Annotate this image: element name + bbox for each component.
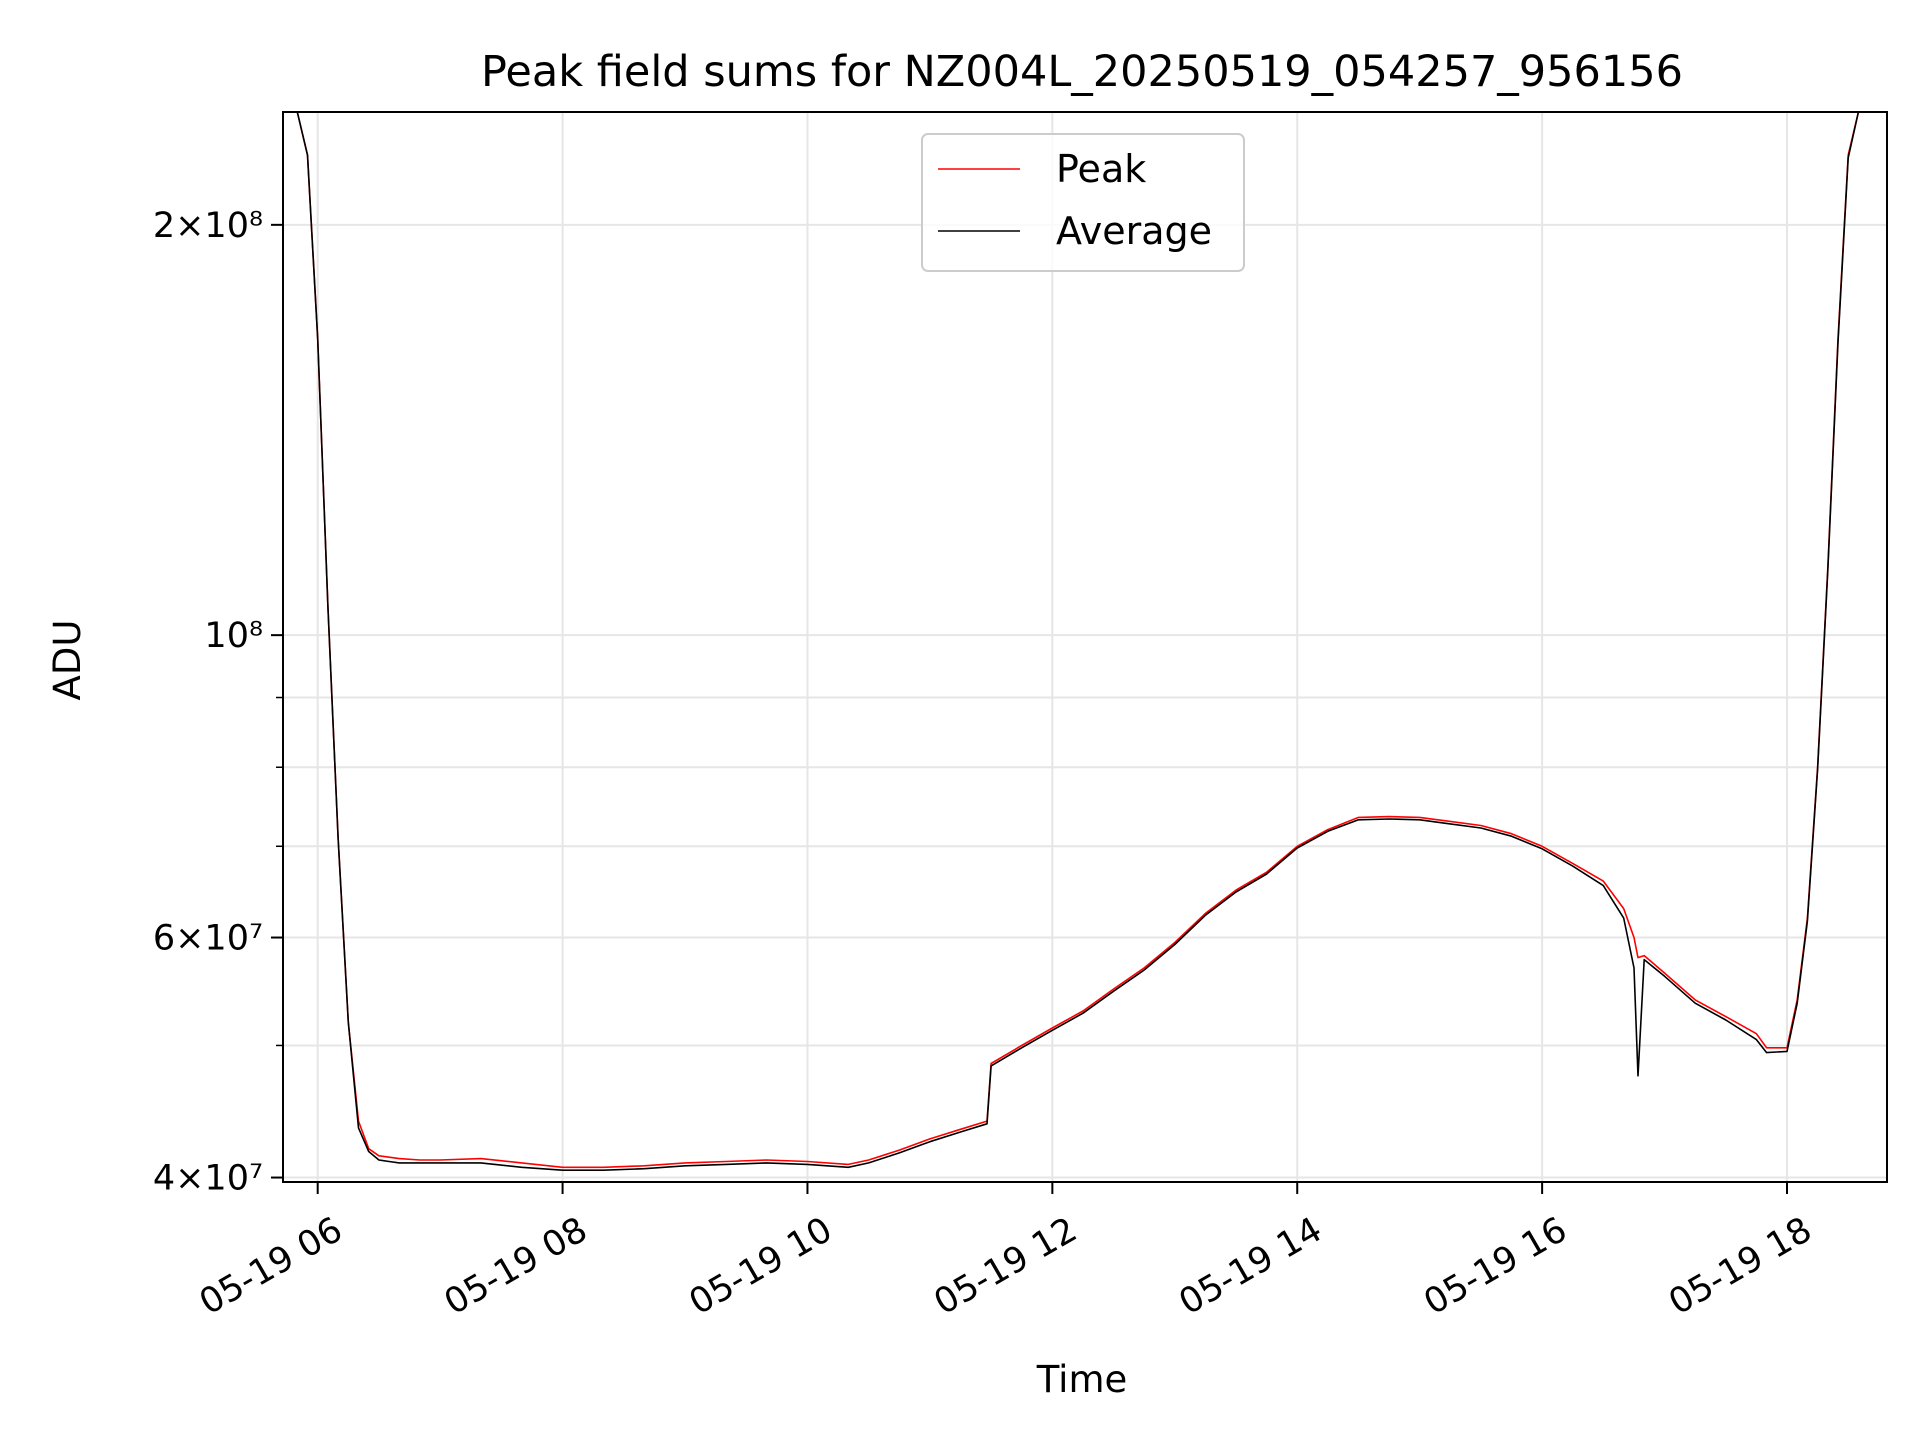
grid <box>283 112 1887 1182</box>
series-line-peak <box>287 111 1860 1169</box>
series-layer <box>287 111 1860 1171</box>
x-tick-label: 05-19 14 <box>1173 1210 1329 1323</box>
series-line-average <box>287 111 1860 1171</box>
x-tick-label: 05-19 16 <box>1417 1210 1573 1323</box>
legend-label-average: Average <box>1056 209 1212 253</box>
x-axis-label: Time <box>1036 1358 1128 1401</box>
y-tick-label: 6×10⁷ <box>153 919 263 959</box>
x-axis-ticks: 05-19 06 05-19 08 05-19 10 05-19 12 05-19 14… <box>193 1182 1819 1323</box>
x-tick-label: 05-19 12 <box>928 1210 1084 1323</box>
x-tick-label: 05-19 08 <box>438 1210 594 1323</box>
y-axis-ticks: 4×10⁷ 6×10⁷ 10⁸ 2×10⁸ <box>153 206 283 1199</box>
y-tick-label: 2×10⁸ <box>153 206 263 246</box>
x-tick-label: 05-19 06 <box>193 1210 349 1323</box>
chart-title: Peak field sums for NZ004L_20250519_0542… <box>481 47 1683 97</box>
x-tick-label: 05-19 18 <box>1662 1210 1818 1323</box>
y-axis-label: ADU <box>46 620 89 701</box>
legend: Peak Average <box>921 133 1245 272</box>
plot-frame <box>282 111 1888 1183</box>
y-tick-label: 10⁸ <box>204 616 263 656</box>
legend-label-peak: Peak <box>1056 147 1146 191</box>
x-tick-label: 05-19 10 <box>683 1210 839 1323</box>
y-tick-label: 4×10⁷ <box>153 1159 263 1199</box>
